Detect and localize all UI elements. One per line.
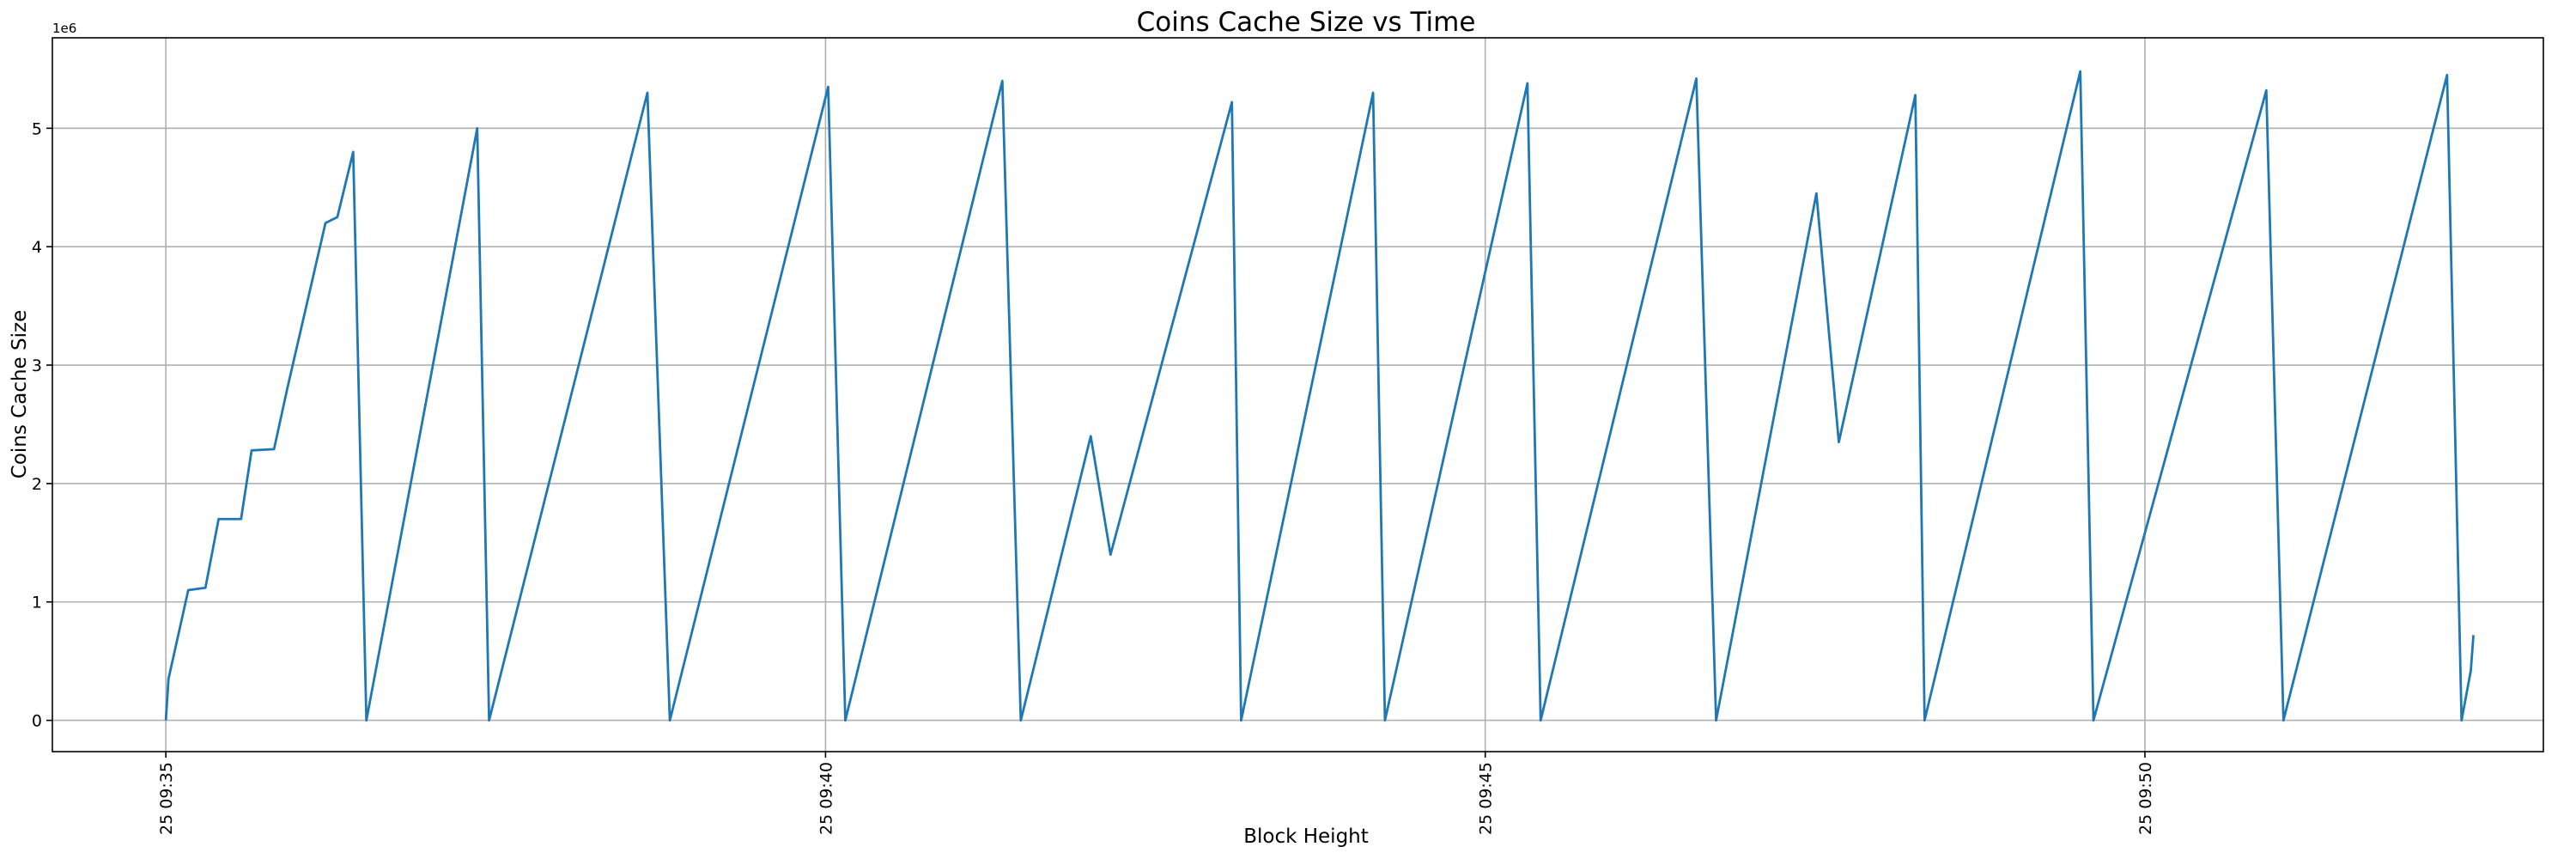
y-tick-label: 5 xyxy=(32,119,42,138)
x-tick-label: 25 09:45 xyxy=(1477,762,1496,835)
y-tick-label: 2 xyxy=(32,475,42,494)
y-tick-label: 0 xyxy=(32,712,42,731)
x-axis-label: Block Height xyxy=(1243,825,1369,848)
x-tick-label: 25 09:35 xyxy=(157,762,176,835)
x-tick-label: 25 09:50 xyxy=(2136,762,2155,835)
x-tick-label: 25 09:40 xyxy=(817,762,835,835)
y-tick-label: 1 xyxy=(32,594,42,612)
y-tick-label: 4 xyxy=(32,238,42,257)
plot-frame xyxy=(52,37,2544,752)
chart-title: Coins Cache Size vs Time xyxy=(1137,7,1476,38)
y-offset-label: 1e6 xyxy=(52,21,76,36)
y-axis-label: Coins Cache Size xyxy=(9,310,31,478)
y-tick-label: 3 xyxy=(32,356,42,375)
data-line xyxy=(164,70,2475,722)
